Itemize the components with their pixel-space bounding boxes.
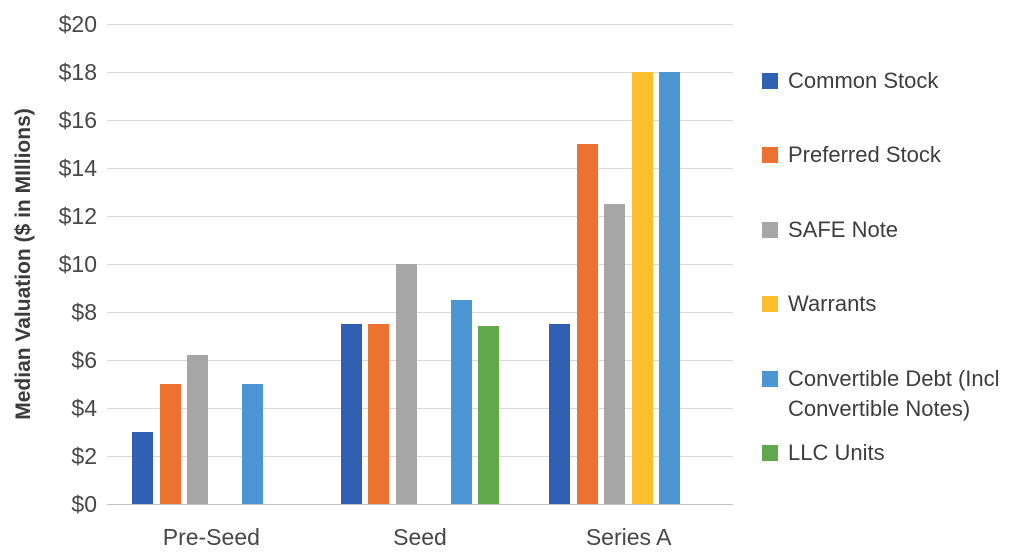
- legend-item-warrants: Warrants: [762, 289, 1016, 319]
- legend-item-convertible-debt-incl-convertible-notes: Convertible Debt (Incl Convertible Notes…: [762, 364, 1016, 424]
- gridline-2: [107, 455, 733, 457]
- x-axis-label-pre-seed: Pre-Seed: [162, 524, 260, 550]
- gridline-18: [107, 71, 733, 73]
- gridline-4: [107, 407, 733, 409]
- x-axis-label-seed: Seed: [393, 524, 447, 550]
- legend-swatch-icon: [762, 371, 778, 387]
- legend-swatch-icon: [762, 296, 778, 312]
- gridline-0: [107, 503, 733, 505]
- y-tick-label-2: $2: [71, 443, 97, 469]
- bar-safe-note-seed: [395, 264, 417, 504]
- bar-convertible-debt-incl-convertible-notes-seed: [450, 300, 472, 504]
- gridline-16: [107, 119, 733, 121]
- gridline-14: [107, 167, 733, 169]
- y-tick-label-18: $18: [58, 59, 97, 85]
- y-tick-label-0: $0: [71, 491, 97, 517]
- x-axis-label-series-a: Series A: [585, 524, 672, 550]
- y-tick-label-12: $12: [58, 203, 97, 229]
- legend-item-llc-units: LLC Units: [762, 438, 1016, 468]
- gridline-12: [107, 215, 733, 217]
- bar-safe-note-pre-seed: [187, 355, 209, 504]
- bar-common-stock-seed: [340, 324, 362, 504]
- bar-common-stock-series-a: [549, 324, 571, 504]
- legend-swatch-icon: [762, 147, 778, 163]
- y-tick-label-8: $8: [71, 299, 97, 325]
- y-tick-label-20: $20: [58, 11, 97, 37]
- legend-item-safe-note: SAFE Note: [762, 215, 1016, 245]
- bar-llc-units-seed: [478, 326, 500, 504]
- legend: Common Stock Preferred Stock SAFE Note Warr…: [762, 0, 1024, 557]
- gridline-6: [107, 359, 733, 361]
- legend-swatch-icon: [762, 222, 778, 238]
- y-tick-label-14: $14: [58, 155, 97, 181]
- legend-item-common-stock: Common Stock: [762, 66, 1016, 96]
- bar-convertible-debt-incl-convertible-notes-series-a: [659, 72, 681, 504]
- bar-preferred-stock-pre-seed: [159, 384, 181, 504]
- bar-safe-note-series-a: [604, 204, 626, 504]
- legend-label: SAFE Note: [788, 217, 899, 242]
- legend-swatch-icon: [762, 73, 778, 89]
- legend-label: LLC Units: [788, 440, 885, 465]
- legend-swatch-icon: [762, 445, 778, 461]
- y-tick-label-16: $16: [58, 107, 97, 133]
- bar-warrants-series-a: [631, 72, 653, 504]
- bar-preferred-stock-series-a: [576, 144, 598, 504]
- gridline-8: [107, 311, 733, 313]
- legend-label: Warrants: [788, 291, 877, 316]
- gridline-10: [107, 263, 733, 265]
- legend-label: Preferred Stock: [788, 142, 941, 167]
- y-tick-label-6: $6: [71, 347, 97, 373]
- legend-item-preferred-stock: Preferred Stock: [762, 140, 1016, 170]
- bar-common-stock-pre-seed: [132, 432, 154, 504]
- bar-convertible-debt-incl-convertible-notes-pre-seed: [242, 384, 264, 504]
- y-tick-label-4: $4: [71, 395, 97, 421]
- legend-label: Convertible Debt (Incl Convertible Notes…: [788, 366, 1000, 421]
- legend-label: Common Stock: [788, 68, 939, 93]
- gridline-20: [107, 23, 733, 25]
- bar-preferred-stock-seed: [368, 324, 390, 504]
- y-tick-label-10: $10: [58, 251, 97, 277]
